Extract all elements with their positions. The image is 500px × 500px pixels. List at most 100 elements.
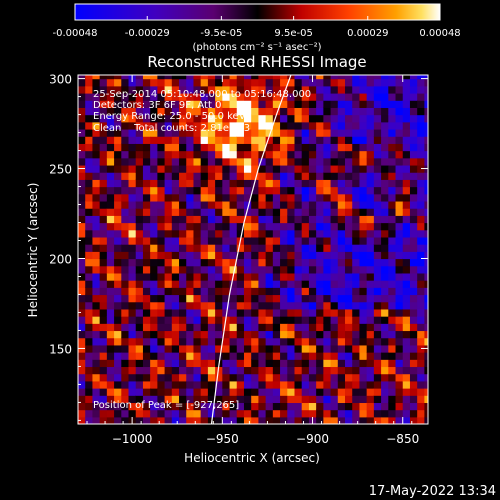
heatmap-pixel [373,128,382,137]
heatmap-pixel [114,294,122,303]
heatmap-pixel [215,409,223,418]
heatmap-pixel [243,366,252,375]
heatmap-pixel [157,143,166,152]
heatmap-pixel [352,100,361,108]
heatmap-pixel [85,179,94,188]
heatmap-pixel [200,193,209,202]
heatmap-pixel [316,150,324,159]
heatmap-pixel [323,222,332,231]
heatmap-pixel [345,143,353,152]
heatmap-pixel [236,308,245,317]
heatmap-pixel [323,186,332,195]
heatmap-pixel [381,150,389,159]
heatmap-pixel [207,265,216,274]
heatmap-pixel [301,395,310,404]
heatmap-pixel [157,236,166,245]
heatmap-pixel [164,143,173,152]
heatmap-pixel [186,215,195,224]
heatmap-pixel [106,92,115,101]
heatmap-pixel [85,337,94,346]
heatmap-pixel [424,121,428,130]
heatmap-pixel [150,316,158,324]
heatmap-pixel [150,164,158,173]
heatmap-pixel [323,337,332,346]
heatmap-pixel [236,172,245,180]
heatmap-pixel [316,359,324,368]
heatmap-pixel [409,380,418,389]
heatmap-pixel [366,121,375,130]
heatmap-pixel [395,85,404,94]
heatmap-pixel [388,136,397,144]
heatmap-pixel [78,100,86,108]
heatmap-pixel [373,244,382,252]
heatmap-pixel [301,121,310,130]
annotation-time-range: 25-Sep-2014 05:10:48.000 to 05:16:48.000 [93,89,311,100]
heatmap-pixel [229,258,238,267]
heatmap-pixel [78,136,86,144]
heatmap-pixel [128,251,137,260]
heatmap-pixel [366,330,375,339]
heatmap-pixel [272,258,281,267]
heatmap-pixel [294,200,303,209]
heatmap-pixel [352,265,361,274]
heatmap-pixel [381,352,389,360]
heatmap-pixel [402,402,411,411]
heatmap-pixel [142,172,151,180]
heatmap-pixel [193,301,202,310]
heatmap-pixel [323,380,332,389]
heatmap-pixel [193,359,202,368]
heatmap-pixel [345,330,353,339]
heatmap-pixel [345,265,353,274]
heatmap-pixel [388,308,397,317]
heatmap-pixel [316,179,324,188]
heatmap-pixel [287,236,296,245]
heatmap-pixel [243,323,252,332]
heatmap-pixel [164,121,173,130]
heatmap-pixel [142,316,151,324]
heatmap-pixel [395,200,404,209]
heatmap-pixel [409,236,418,245]
heatmap-pixel [99,402,108,411]
heatmap-pixel [308,78,317,87]
heatmap-pixel [222,121,231,130]
heatmap-pixel [381,366,389,375]
heatmap-pixel [294,294,303,303]
heatmap-pixel [287,388,296,396]
heatmap-pixel [359,164,368,173]
heatmap-pixel [265,121,274,130]
heatmap-pixel [171,251,180,260]
heatmap-pixel [417,128,425,137]
heatmap-pixel [316,215,324,224]
heatmap-pixel [157,395,166,404]
heatmap-pixel [207,229,216,238]
heatmap-pixel [402,179,411,188]
heatmap-pixel [207,409,216,418]
heatmap-pixel [294,114,303,123]
heatmap-pixel [337,380,346,389]
heatmap-pixel [388,164,397,173]
heatmap-pixel [337,258,346,267]
heatmap-pixel [366,215,375,224]
heatmap-pixel [280,114,288,123]
heatmap-pixel [337,128,346,137]
heatmap-pixel [301,316,310,324]
heatmap-pixel [114,222,122,231]
heatmap-pixel [85,208,94,216]
heatmap-pixel [323,316,332,324]
heatmap-pixel [85,316,94,324]
heatmap-pixel [323,143,332,152]
heatmap-pixel [402,215,411,224]
heatmap-pixel [193,244,202,252]
heatmap-pixel [200,200,209,209]
heatmap-pixel [301,136,310,144]
heatmap-pixel [171,107,180,116]
heatmap-pixel [294,186,303,195]
heatmap-pixel [366,157,375,166]
heatmap-pixel [135,157,144,166]
heatmap-pixel [258,265,267,274]
heatmap-pixel [179,301,187,310]
heatmap-pixel [330,301,339,310]
heatmap-pixel [402,395,411,404]
heatmap-pixel [157,366,166,375]
heatmap-pixel [215,200,223,209]
